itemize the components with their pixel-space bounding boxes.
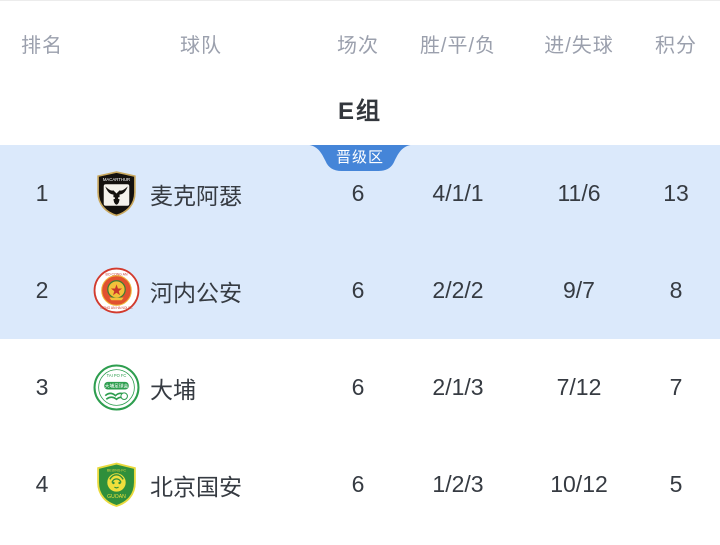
team-logo-macarthur-icon: MACARTHUR [84, 170, 148, 217]
team-name: 北京国安 [150, 473, 242, 500]
group-title-row: E组 [0, 71, 720, 145]
rank-cell: 2 [35, 277, 49, 303]
table-row[interactable]: 1 MACARTHUR 麦克阿瑟 6 4/1/1 11/6 13 [0, 145, 720, 242]
points-cell: 7 [669, 374, 683, 400]
matches-cell: 6 [351, 180, 365, 206]
table-row[interactable]: 3 TAI PO FC 大埔足球会 大埔 6 2/1/3 7/12 7 [0, 339, 720, 436]
svg-text:GUOAN: GUOAN [107, 494, 126, 500]
team-name: 麦克阿瑟 [150, 182, 242, 209]
header-goals: 进/失球 [544, 34, 614, 57]
goals-cell: 10/12 [550, 471, 608, 497]
svg-text:MACARTHUR: MACARTHUR [102, 177, 129, 182]
rank-cell: 1 [35, 180, 49, 206]
svg-text:BEIJING FC: BEIJING FC [106, 469, 126, 473]
rank-cell: 3 [35, 374, 49, 400]
header-rank: 排名 [21, 34, 63, 57]
wdl-cell: 2/2/2 [432, 277, 484, 303]
group-title: E组 [337, 97, 382, 125]
standings-rows: 晋级区 1 MACARTHUR 麦克阿瑟 6 4/1/1 11/6 13 [0, 145, 720, 533]
rank-cell: 4 [35, 471, 49, 497]
table-row[interactable]: 4 BEIJING FC GUOAN 北京国安 6 1/2/3 10/12 5 [0, 436, 720, 533]
team-name: 大埔 [150, 376, 196, 403]
header-matches: 场次 [337, 34, 379, 57]
matches-cell: 6 [351, 374, 365, 400]
wdl-cell: 1/2/3 [432, 471, 484, 497]
table-header-row: 排名 球队 场次 胜/平/负 进/失球 积分 [0, 1, 720, 71]
team-logo-beijing-guoan-icon: BEIJING FC GUOAN [84, 461, 148, 508]
team-name: 河内公安 [150, 279, 242, 306]
goals-cell: 7/12 [556, 374, 602, 400]
points-cell: 8 [669, 277, 683, 303]
svg-text:BO CONG AN: BO CONG AN [105, 272, 127, 276]
table-row[interactable]: 2 BO CONG AN CONG AN HA NOI FC 河内公安 6 2/… [0, 242, 720, 339]
header-team: 球队 [180, 34, 222, 57]
wdl-cell: 4/1/1 [432, 180, 484, 206]
svg-text:TAI PO FC: TAI PO FC [106, 373, 126, 378]
points-cell: 5 [669, 471, 683, 497]
team-logo-tai-po-icon: TAI PO FC 大埔足球会 [84, 364, 148, 411]
header-points: 积分 [655, 34, 697, 57]
wdl-cell: 2/1/3 [432, 374, 484, 400]
team-logo-cong-an-ha-noi-icon: BO CONG AN CONG AN HA NOI FC [84, 267, 148, 314]
matches-cell: 6 [351, 471, 365, 497]
svg-text:大埔足球会: 大埔足球会 [104, 383, 128, 390]
svg-text:CONG AN HA NOI FC: CONG AN HA NOI FC [100, 306, 133, 310]
matches-cell: 6 [351, 277, 365, 303]
header-wdl: 胜/平/负 [419, 34, 497, 57]
points-cell: 13 [663, 180, 689, 206]
goals-cell: 11/6 [557, 180, 601, 206]
goals-cell: 9/7 [563, 277, 595, 303]
